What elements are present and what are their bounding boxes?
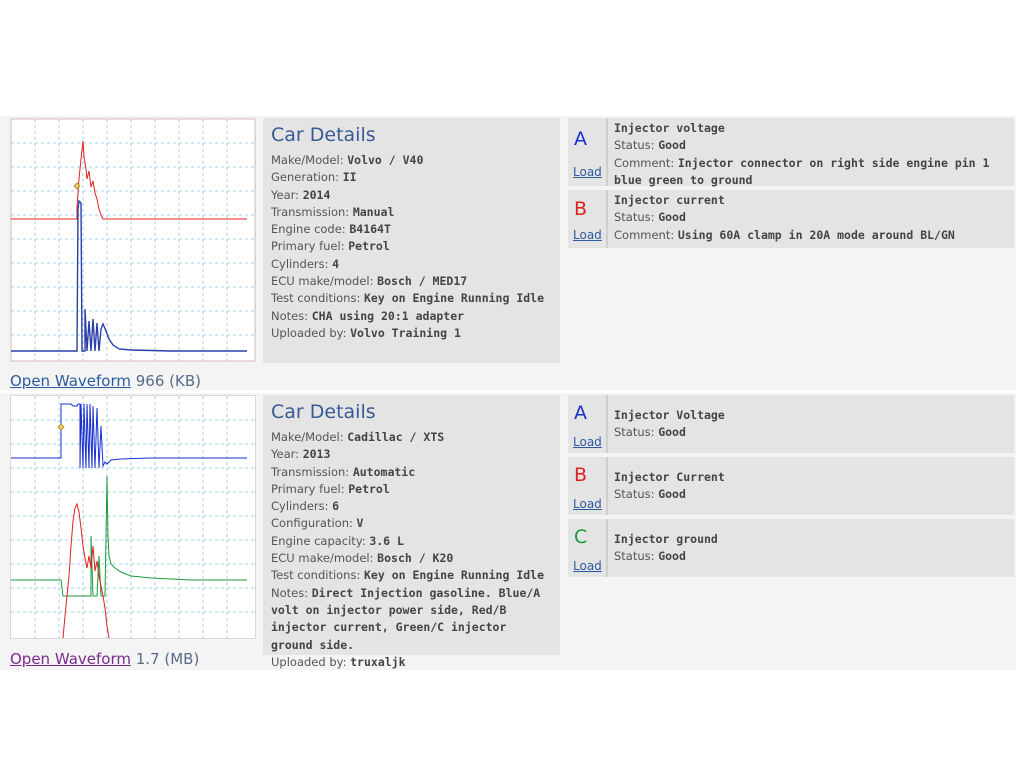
- detail-uploaded-by: Uploaded by: truxaljk: [271, 654, 406, 669]
- open-waveform-link[interactable]: Open Waveform: [10, 372, 131, 390]
- channel-status: Status: Good: [614, 138, 686, 153]
- load-link[interactable]: Load: [573, 435, 602, 449]
- detail-notes: Notes: CHA using 20:1 adapter: [271, 308, 465, 323]
- waveform-thumbnail[interactable]: [10, 395, 256, 639]
- load-link[interactable]: Load: [573, 497, 602, 511]
- channel-status: Status: Good: [614, 487, 686, 502]
- channel-letter: C: [574, 526, 588, 548]
- channel-sidebar: B Load: [568, 190, 608, 248]
- channel-title: Injector ground: [614, 532, 718, 546]
- channel-c: C Load Injector ground Status: Good: [568, 519, 1014, 577]
- detail-primary-fuel: Primary fuel: Petrol: [271, 239, 390, 254]
- waveform-grid: [11, 119, 255, 361]
- trigger-marker: [73, 182, 81, 190]
- car-details-panel: Car Details Make/Model: Cadillac / XTS Y…: [263, 395, 560, 669]
- channel-title: Injector current: [614, 193, 725, 207]
- waveform-preview: [11, 396, 255, 638]
- channel-a-trace: [11, 403, 247, 469]
- channel-b: B Load Injector Current Status: Good: [568, 457, 1014, 515]
- channel-b: B Load Injector current Status: Good Com…: [568, 190, 1014, 248]
- detail-primary-fuel: Primary fuel: Petrol: [271, 481, 390, 496]
- detail-cylinders: Cylinders: 6: [271, 499, 340, 514]
- waveform-preview: [11, 119, 255, 361]
- channel-status: Status: Good: [614, 210, 686, 225]
- channel-sidebar: A Load: [568, 395, 608, 453]
- trigger-marker: [57, 423, 65, 431]
- detail-notes: Notes: Direct Injection gasoline. Blue/A…: [271, 585, 541, 652]
- waveform-grid: [11, 396, 255, 638]
- load-link[interactable]: Load: [573, 228, 602, 242]
- channel-sidebar: A Load: [568, 118, 608, 186]
- file-size: 966 (KB): [135, 372, 201, 390]
- detail-generation: Generation: II: [271, 170, 357, 185]
- channel-title: Injector voltage: [614, 121, 725, 135]
- channel-comment: Comment: Injector connector on right sid…: [614, 155, 990, 188]
- open-waveform-link[interactable]: Open Waveform: [10, 650, 131, 668]
- channel-sidebar: B Load: [568, 457, 608, 515]
- car-details-panel: Car Details Make/Model: Volvo / V40 Gene…: [263, 118, 560, 363]
- detail-make-model: Make/Model: Volvo / V40: [271, 153, 424, 167]
- channel-a: A Load Injector voltage Status: Good Com…: [568, 118, 1014, 187]
- detail-transmission: Transmission: Manual: [271, 204, 395, 219]
- file-size: 1.7 (MB): [135, 650, 200, 668]
- detail-engine-capacity: Engine capacity: 3.6 L: [271, 533, 404, 548]
- channel-status: Status: Good: [614, 549, 686, 564]
- detail-year: Year: 2013: [271, 447, 331, 462]
- detail-year: Year: 2014: [271, 187, 331, 202]
- detail-ecu: ECU make/model: Bosch / MED17: [271, 274, 468, 289]
- load-link[interactable]: Load: [573, 165, 602, 179]
- channel-b-trace: [62, 502, 110, 638]
- detail-cylinders: Cylinders: 4: [271, 256, 340, 271]
- channel-title: Injector Voltage: [614, 408, 725, 422]
- channel-letter: B: [574, 198, 588, 220]
- detail-configuration: Configuration: V: [271, 516, 364, 531]
- channel-comment: Comment: Using 60A clamp in 20A mode aro…: [614, 227, 955, 242]
- channel-letter: B: [574, 464, 588, 486]
- channel-letter: A: [574, 402, 587, 424]
- channel-a-trace: [11, 199, 247, 352]
- detail-test-conditions: Test conditions: Key on Engine Running I…: [271, 291, 545, 306]
- channel-status: Status: Good: [614, 425, 686, 440]
- car-details-title: Car Details: [271, 124, 376, 146]
- channel-sidebar: C Load: [568, 519, 608, 577]
- channel-list: A Load Injector voltage Status: Good Com…: [568, 118, 1014, 252]
- channel-letter: A: [574, 128, 587, 150]
- detail-engine-code: Engine code: B4164T: [271, 222, 391, 237]
- channel-b-trace: [11, 140, 247, 220]
- channel-c-trace: [11, 475, 247, 597]
- waveform-thumbnail[interactable]: [10, 118, 256, 362]
- car-details-title: Car Details: [271, 401, 376, 423]
- channel-a: A Load Injector Voltage Status: Good: [568, 395, 1014, 453]
- channel-title: Injector Current: [614, 470, 725, 484]
- channel-list: A Load Injector Voltage Status: Good B L…: [568, 395, 1014, 581]
- open-waveform-row: Open Waveform 1.7 (MB): [10, 650, 199, 668]
- load-link[interactable]: Load: [573, 559, 602, 573]
- detail-uploaded-by: Uploaded by: Volvo Training 1: [271, 325, 461, 340]
- detail-test-conditions: Test conditions: Key on Engine Running I…: [271, 568, 545, 583]
- detail-ecu: ECU make/model: Bosch / K20: [271, 551, 454, 566]
- detail-transmission: Transmission: Automatic: [271, 464, 416, 479]
- detail-make-model: Make/Model: Cadillac / XTS: [271, 430, 445, 444]
- open-waveform-row: Open Waveform 966 (KB): [10, 372, 201, 390]
